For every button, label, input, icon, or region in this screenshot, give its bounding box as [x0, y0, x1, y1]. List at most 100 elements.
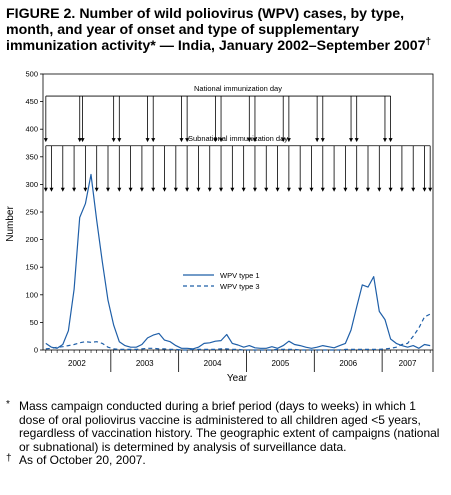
campaign-arrow-head: [388, 138, 393, 143]
campaign-arrow-head: [117, 187, 122, 192]
y-tick-label: 150: [25, 263, 38, 272]
campaign-label: National immunization day: [194, 84, 282, 93]
campaign-arrow-head: [286, 138, 291, 143]
campaign-arrow-head: [106, 187, 110, 192]
legend-label: WPV type 3: [220, 282, 260, 291]
campaign-arrow-head: [354, 187, 359, 192]
campaign-arrow-head: [219, 187, 224, 192]
series-wpv-type3-line: [45, 313, 431, 351]
campaign-arrow-head: [185, 187, 190, 192]
campaign-arrow-head: [428, 187, 433, 192]
x-axis-label: Year: [227, 373, 248, 384]
campaign-arrow-head: [320, 138, 325, 143]
series-wpv-type1-line: [45, 173, 431, 350]
campaign-arrow-head: [298, 187, 303, 192]
campaign-arrow-head: [111, 138, 116, 143]
chart-axes: 0 50 100 150 200 250 300 350 400 450 500 2002 2003 20…: [25, 70, 434, 372]
figure-title-text: FIGURE 2. Number of wild poliovirus (WPV…: [6, 6, 426, 54]
y-tick-label: 200: [25, 235, 38, 244]
footnote-mark: †: [6, 453, 12, 465]
chart-legend: WPV type 1 WPV type 3: [183, 271, 260, 291]
y-tick-label: 250: [25, 208, 38, 217]
campaign-arrow-head: [185, 138, 190, 143]
x-year-label: 2002: [68, 359, 86, 368]
plot-frame: [42, 73, 434, 351]
campaign-label: Subnational immunization day: [188, 134, 288, 143]
footnote-mark: *: [6, 399, 10, 410]
campaign-arrow-head: [377, 187, 382, 192]
campaign-arrow-head: [77, 138, 82, 143]
campaign-arrow-head: [411, 187, 416, 192]
campaign-arrow-head: [145, 138, 150, 143]
campaign-arrow-head: [219, 138, 224, 143]
y-tick-label: 400: [25, 125, 38, 134]
campaign-arrow-head: [247, 138, 252, 143]
x-year-label: 2007: [399, 359, 417, 368]
campaign-arrow-head: [252, 138, 257, 143]
campaign-arrow-head: [320, 187, 325, 192]
campaign-arrow-head: [332, 187, 337, 192]
campaign-arrow-head: [162, 187, 167, 192]
campaign-arrow-head: [151, 138, 156, 143]
campaign-arrow-head: [281, 138, 286, 143]
y-tick-label: 50: [30, 318, 38, 327]
campaign-arrow-head: [43, 138, 48, 143]
campaign-arrow-head: [94, 187, 99, 192]
legend-label: WPV type 1: [220, 271, 260, 280]
footnote-campaign: * Mass campaign conducted during a brief…: [6, 399, 444, 454]
campaign-arrow-head: [139, 187, 144, 192]
campaign-arrow-head: [382, 138, 387, 143]
campaign-arrow-head: [117, 138, 122, 143]
figure-title: FIGURE 2. Number of wild poliovirus (WPV…: [6, 6, 446, 54]
campaign-arrow-head: [128, 187, 133, 192]
title-dagger-mark: †: [425, 36, 432, 48]
subnational-campaign-group: Subnational immunization day: [43, 134, 433, 192]
campaign-arrow-head: [49, 187, 54, 192]
campaign-arrow-head: [60, 187, 65, 192]
campaign-arrow-head: [207, 187, 212, 192]
campaign-arrow-head: [43, 187, 48, 192]
x-year-label: 2003: [136, 359, 154, 368]
x-year-label: 2004: [204, 359, 222, 368]
campaign-arrow-head: [286, 187, 291, 192]
y-tick-label: 350: [25, 152, 38, 161]
footnote-text: Mass campaign conducted during a brief p…: [19, 399, 440, 454]
x-year-label: 2005: [271, 359, 289, 368]
campaign-arrow-head: [213, 138, 218, 143]
campaign-arrow-head: [315, 138, 320, 143]
campaign-arrow-head: [343, 187, 348, 192]
campaign-arrow-head: [309, 187, 314, 192]
campaign-arrow-head: [196, 187, 201, 192]
footnotes: * Mass campaign conducted during a brief…: [6, 399, 444, 468]
campaign-arrow-head: [230, 187, 235, 192]
footnote-date: † As of October 20, 2007.: [6, 453, 444, 468]
x-year-label: 2006: [339, 359, 357, 368]
y-tick-label: 0: [34, 346, 38, 355]
national-campaign-group: National immunization day: [43, 84, 393, 143]
campaign-arrow-head: [72, 187, 77, 192]
campaign-arrow-head: [354, 138, 359, 143]
series-lines: [45, 173, 431, 351]
campaign-markers: National immunization day Subnational imm…: [43, 84, 433, 192]
y-tick-label: 100: [25, 290, 38, 299]
campaign-arrow-head: [151, 187, 156, 192]
y-tick-label: 300: [25, 180, 38, 189]
campaign-arrow-head: [241, 187, 246, 192]
campaign-arrow-head: [349, 138, 354, 143]
campaign-arrow-head: [264, 187, 269, 192]
y-tick-label: 500: [25, 70, 38, 79]
campaign-arrow-head: [275, 187, 280, 192]
campaign-arrow-head: [252, 187, 257, 192]
campaign-arrow-head: [366, 187, 370, 192]
campaign-arrow-head: [179, 138, 184, 143]
campaign-arrow-head: [80, 138, 85, 143]
campaign-arrow-head: [399, 187, 404, 192]
wpv-line-chart: 0 50 100 150 200 250 300 350 400 450 500 2002 2003 20…: [5, 70, 434, 384]
campaign-arrow-head: [388, 187, 393, 192]
footnote-text: As of October 20, 2007.: [19, 453, 146, 468]
y-tick-label: 450: [25, 97, 38, 106]
campaign-arrow-head: [83, 187, 88, 192]
campaign-arrow-head: [173, 187, 178, 192]
y-axis-label: Number: [5, 206, 16, 242]
campaign-arrow-head: [422, 187, 427, 192]
